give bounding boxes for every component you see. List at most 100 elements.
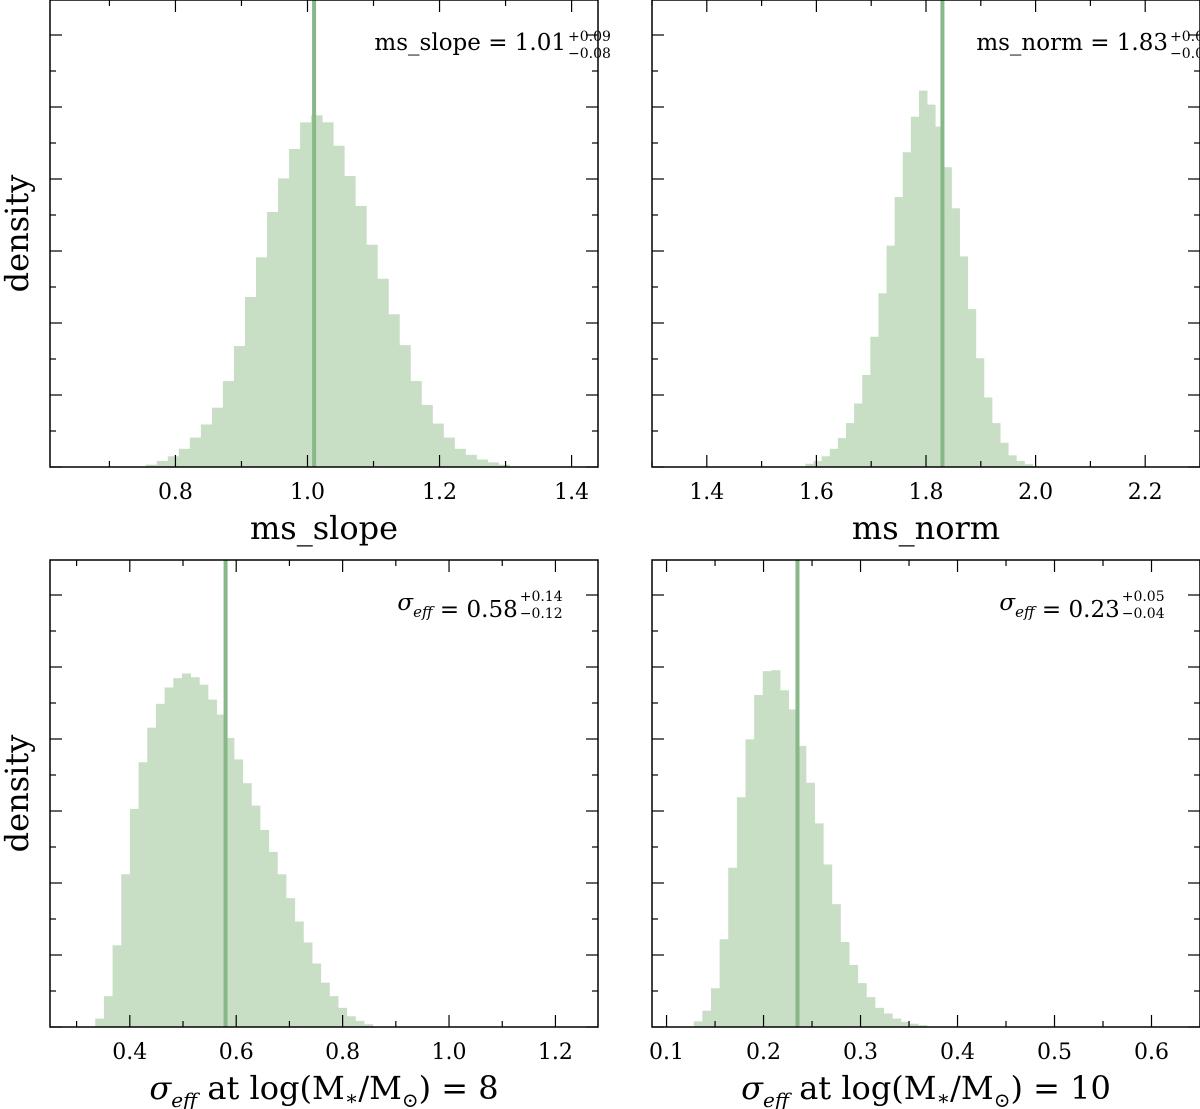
hist-bar [156,460,169,467]
hist-bar [465,454,477,467]
hist-bar [935,126,944,467]
hist-bar [788,709,798,1027]
hist-bar [251,805,261,1027]
hist-bar [910,116,920,467]
hist-bar [849,964,859,1027]
plus-error: +0.05 [1122,589,1165,605]
x-tick-label: 0.4 [940,1040,975,1065]
hist-bar [762,671,772,1027]
x-axis-label: ms_slope [250,509,398,547]
hist-bar [190,677,200,1027]
hist-bar [225,737,235,1027]
hist-bar [233,759,244,1027]
hist-bar [103,996,113,1027]
hist-bar [745,739,755,1027]
hist-bar [902,152,912,468]
hist-bar [256,257,268,467]
plus-error: +0.09 [568,29,611,45]
hist-bar [1016,460,1025,467]
x-tick-label: 1.6 [799,480,834,505]
hist-bar [487,462,499,467]
minus-error: −0.12 [520,606,563,622]
hist-bar [959,256,969,467]
hist-bar [289,148,301,467]
hist-bar [242,783,252,1027]
hist-bar [874,1007,885,1027]
hist-bar [311,115,323,467]
hist-bar [207,699,218,1027]
hist-bar [364,1024,374,1027]
x-tick-label: 1.0 [290,480,325,505]
hist-bar [951,208,960,467]
hist-bar [991,423,1001,467]
hist-bar [883,1013,893,1027]
hist-bar [260,829,270,1027]
hist-bar [366,244,378,467]
x-tick-label: 0.8 [158,480,193,505]
hist-bar [233,346,246,467]
hist-bar [189,437,202,467]
hist-bar [797,745,807,1027]
hist-bar [355,1020,365,1027]
hist-bar [278,178,290,467]
x-tick-label: 0.1 [649,1040,684,1065]
hist-bar [840,942,850,1027]
hist-bar [173,678,183,1027]
minus-error: −0.08 [568,46,611,62]
hist-bar [138,762,148,1027]
hist-bar [831,904,841,1027]
hist-bar [346,1016,356,1027]
hist-bar [805,782,815,1027]
hist-bar [244,297,257,467]
x-tick-label: 1.2 [538,1040,573,1065]
hist-bar [1008,455,1017,467]
hist-bar [312,963,322,1027]
hist-bar [320,982,330,1027]
hist-bar [918,90,928,467]
x-tick-label: 0.6 [219,1040,254,1065]
plus-error: +0.07 [1170,29,1200,45]
hist-bar [443,437,455,467]
hist-bar [277,874,287,1027]
hist-bar [823,864,833,1027]
y-axis-label: density [0,175,36,293]
hist-bar [155,703,165,1027]
hist-bar [145,464,158,467]
hist-bar [710,988,720,1027]
hist-bar [857,983,867,1027]
hist-bar [780,690,790,1027]
hist-bar [300,122,312,467]
hist-bar [862,375,871,467]
hist-bar [927,104,936,468]
hist-bar [377,278,389,467]
median-annotation: σeff = 0.23 [999,590,1119,623]
minus-error: −0.08 [1170,46,1200,62]
hist-bar [845,423,855,467]
hist-bar [736,797,746,1027]
minus-error: −0.04 [1122,606,1165,622]
hist-bar [892,1018,902,1027]
hist-bar [147,727,157,1027]
hist-bar [886,245,896,467]
hist-bar [866,997,876,1027]
x-tick-label: 1.4 [689,480,724,505]
hist-bar [200,424,213,467]
hist-bar [222,381,235,467]
hist-bar [894,197,904,467]
hist-bar [388,314,400,467]
axes-frame [49,559,599,1028]
x-tick-label: 0.2 [746,1040,781,1065]
hist-bar [813,460,823,467]
axes-frame [651,559,1200,1028]
hist-bar [268,851,278,1028]
hist-bar [181,673,192,1027]
hist-bar [344,176,356,467]
hist-bar [814,823,824,1027]
x-tick-label: 0.3 [843,1040,878,1065]
median-annotation: ms_slope = 1.01 [374,30,566,56]
hist-bar [303,942,313,1027]
axes-frame [49,0,599,468]
hist-bar [211,407,224,467]
hist-bar [498,464,510,467]
median-annotation: σeff = 0.58 [397,590,517,623]
